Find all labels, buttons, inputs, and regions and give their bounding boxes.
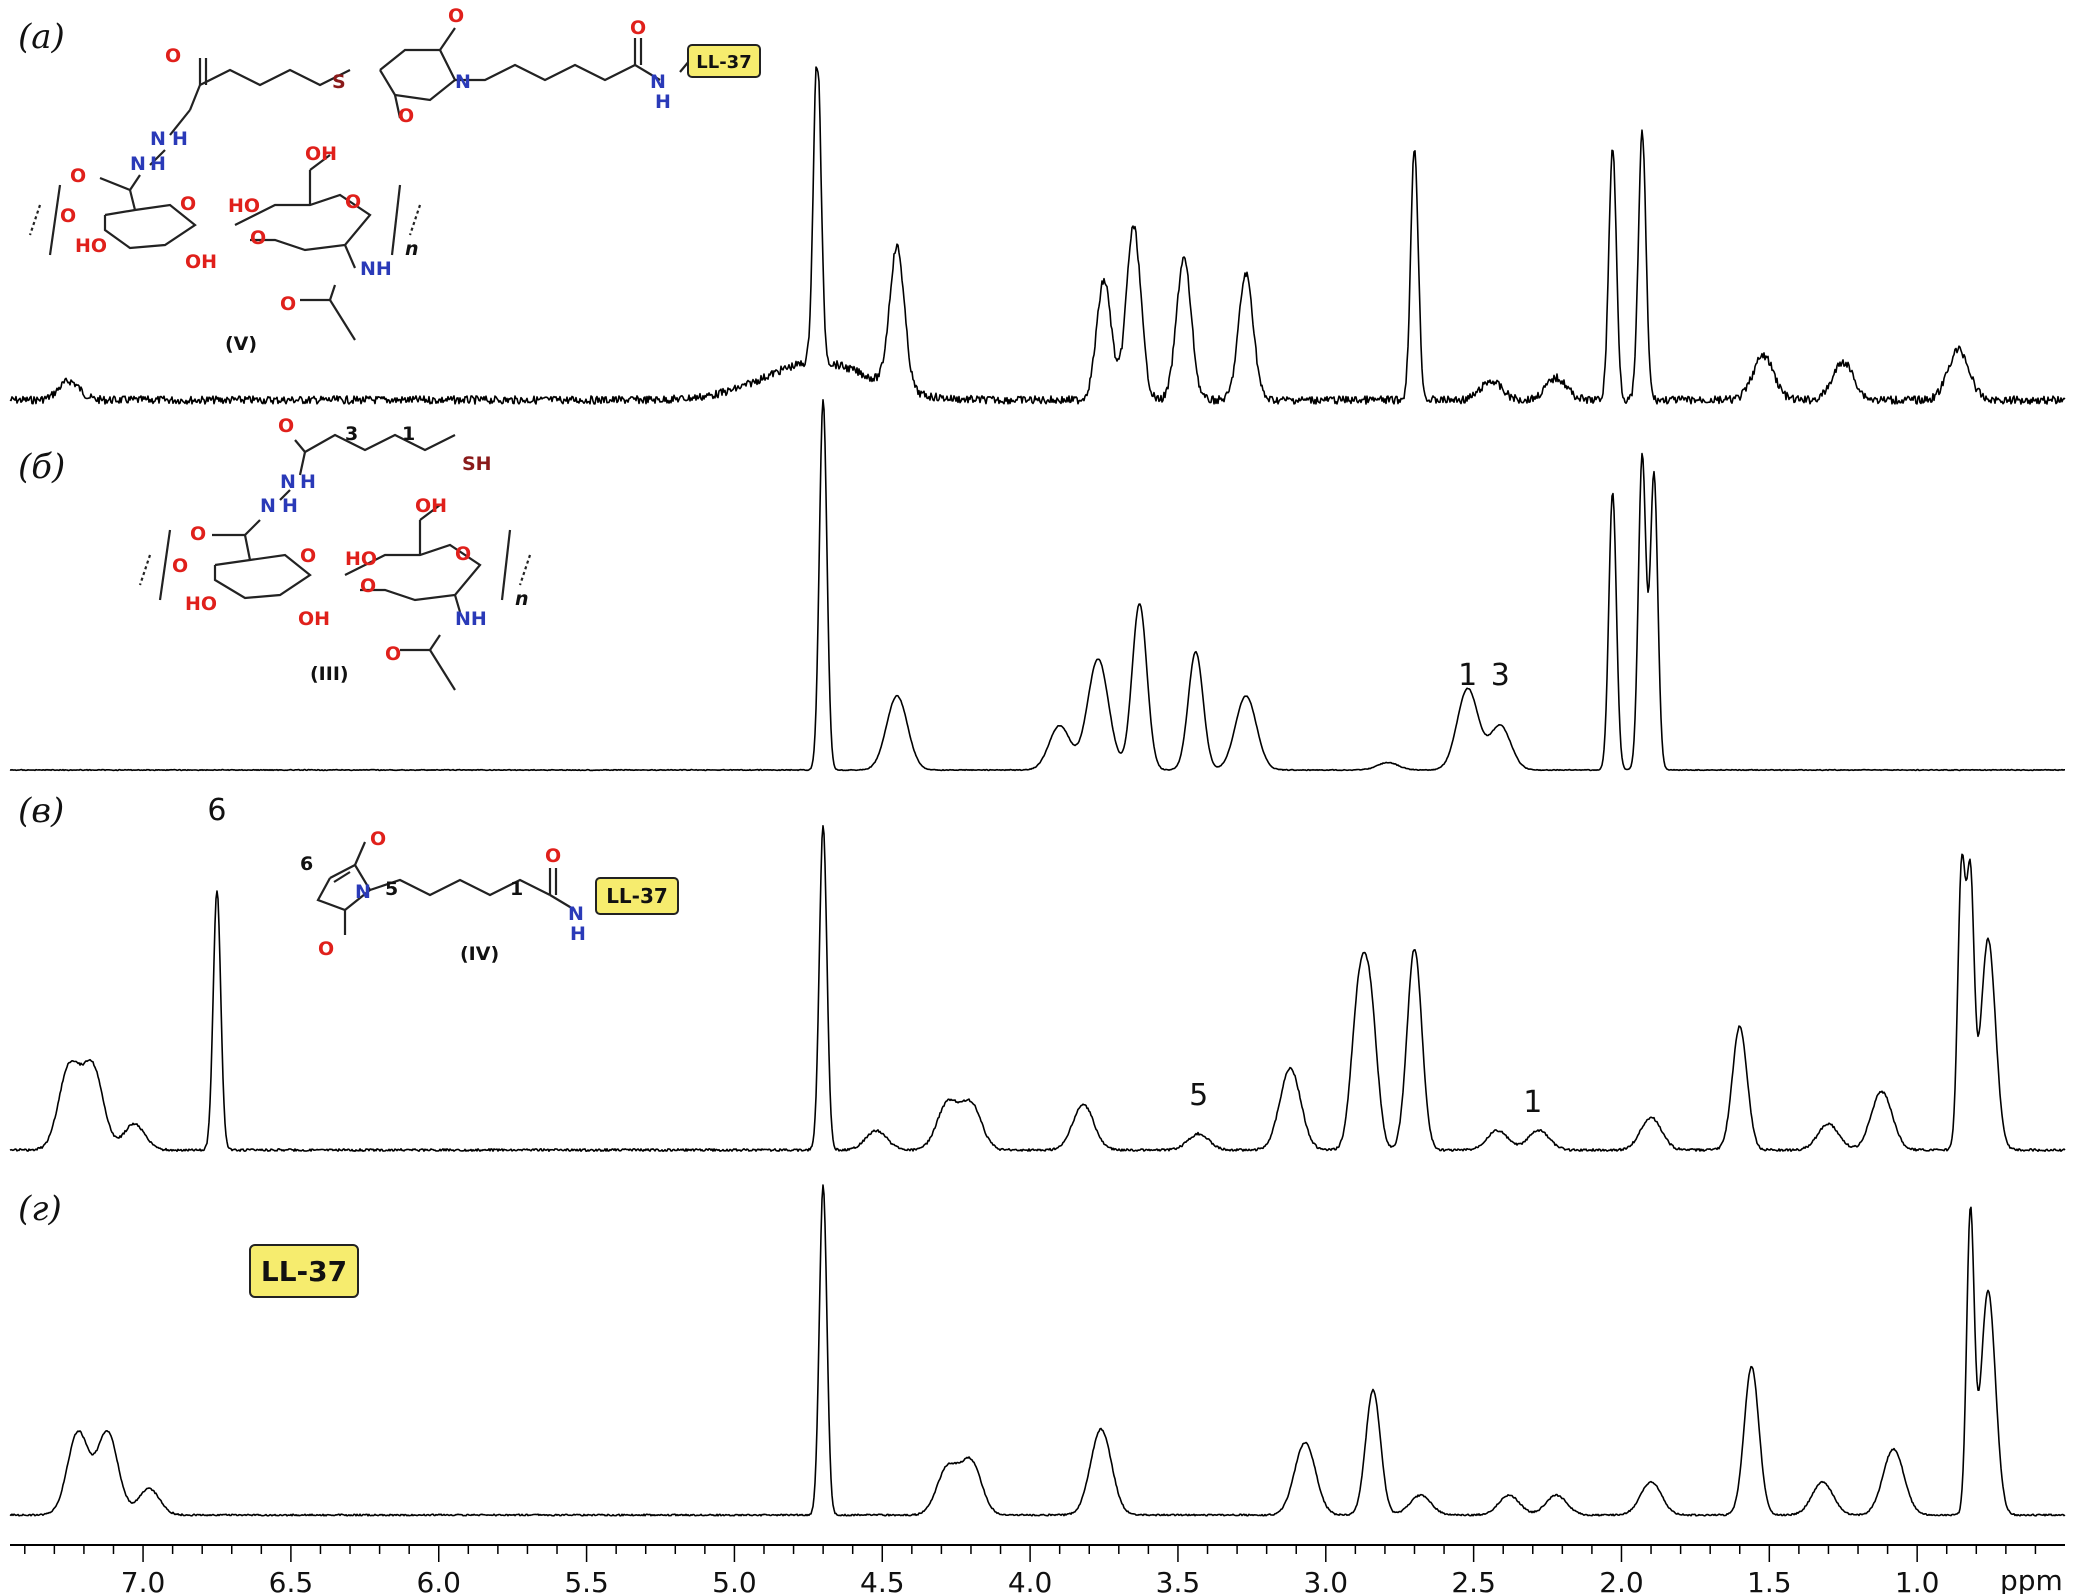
svg-text:H: H <box>300 471 316 493</box>
ll37-tag-c <box>595 877 679 915</box>
svg-text:O: O <box>165 45 181 67</box>
svg-text:O: O <box>370 828 386 850</box>
svg-text:O: O <box>448 5 464 27</box>
svg-text:N: N <box>650 71 666 93</box>
svg-text:O: O <box>360 575 376 597</box>
svg-text:N: N <box>280 471 296 493</box>
x-axis-ticks: 7.0 6.5 6.0 5.5 5.0 4.5 4.0 3.5 3.0 2.5 2.0 1.5 1.0 <box>24 1545 2037 1594</box>
svg-text:S: S <box>332 71 346 93</box>
svg-text:O: O <box>630 17 646 39</box>
x-axis-unit: ppm <box>2000 1564 2063 1594</box>
svg-text:O: O <box>455 543 471 565</box>
svg-text:6: 6 <box>300 853 313 875</box>
structure-a: O S O N O O N H N H N H O OH O HO O O HO… <box>28 5 761 355</box>
svg-text:n: n <box>405 238 419 260</box>
x-tick-label: 1.0 <box>1895 1566 1940 1594</box>
x-tick-label: 1.5 <box>1747 1566 1792 1594</box>
svg-text:O: O <box>70 165 86 187</box>
svg-text:O: O <box>300 545 316 567</box>
svg-text:N: N <box>150 128 166 150</box>
svg-text:OH: OH <box>305 143 337 165</box>
svg-text:OH: OH <box>185 251 217 273</box>
svg-text:H: H <box>150 153 166 175</box>
ll37-tag-d-label: LL-37 <box>261 1255 347 1288</box>
x-tick-label: 2.5 <box>1451 1566 1496 1594</box>
svg-text:O: O <box>278 415 294 437</box>
ll37-tag-a <box>687 44 761 78</box>
x-tick-label: 7.0 <box>121 1566 166 1594</box>
ll37-tag-a-label: LL-37 <box>696 52 751 73</box>
svg-text:O: O <box>172 555 188 577</box>
svg-text:O: O <box>250 227 266 249</box>
svg-text:SH: SH <box>462 453 492 475</box>
svg-text:HO: HO <box>185 593 217 615</box>
spectra <box>9 66 2066 1517</box>
svg-text:HO: HO <box>228 195 260 217</box>
svg-text:n: n <box>515 588 529 610</box>
svg-text:H: H <box>282 495 298 517</box>
peak-label-1-1: 3 <box>1491 658 1510 693</box>
svg-text:O: O <box>180 193 196 215</box>
x-tick-label: 6.0 <box>416 1566 461 1594</box>
x-tick-label: 4.5 <box>860 1566 905 1594</box>
structure-c: O 6 N 5 1 O O N H (IV) LL-37 <box>300 828 679 965</box>
svg-text:N: N <box>130 153 146 175</box>
svg-text:5: 5 <box>385 878 398 900</box>
svg-text:OH: OH <box>298 608 330 630</box>
svg-text:H: H <box>172 128 188 150</box>
ll37-tag-c-label: LL-37 <box>606 884 668 908</box>
structure-b: O 3 1 SH N H N H O OH O HO O O HO OH O N… <box>138 415 532 691</box>
svg-text:3: 3 <box>345 423 358 445</box>
peak-labels: 1 365 1 <box>207 658 1542 1120</box>
x-tick-label: 4.0 <box>1008 1566 1053 1594</box>
svg-text:O: O <box>398 105 414 127</box>
svg-text:HO: HO <box>345 548 377 570</box>
svg-text:NH: NH <box>360 258 392 280</box>
ll37-tag-d <box>249 1244 359 1298</box>
peak-label-1-0: 1 <box>1458 658 1477 693</box>
panel-label-b: (б) <box>18 447 65 487</box>
svg-text:1: 1 <box>402 423 415 445</box>
svg-text:N: N <box>355 881 371 903</box>
svg-text:OH: OH <box>415 495 447 517</box>
svg-text:O: O <box>190 523 206 545</box>
panel-label-a: (а) <box>18 17 65 57</box>
peak-label-2-0: 6 <box>207 793 226 828</box>
structure-d: LL-37 <box>249 1244 359 1298</box>
svg-text:O: O <box>345 191 361 213</box>
x-tick-label: 5.0 <box>712 1566 757 1594</box>
compound-label-a: (V) <box>225 333 257 355</box>
x-tick-label: 5.5 <box>564 1566 609 1594</box>
svg-text:HO: HO <box>75 235 107 257</box>
svg-text:O: O <box>60 205 76 227</box>
panel-label-c: (в) <box>18 791 64 831</box>
compound-label-c: (IV) <box>460 943 499 965</box>
x-tick-label: 6.5 <box>269 1566 314 1594</box>
x-tick-label: 3.5 <box>1156 1566 1201 1594</box>
svg-text:NH: NH <box>455 608 487 630</box>
spectrum-a-trace <box>9 66 2066 405</box>
svg-text:H: H <box>655 91 671 113</box>
svg-text:O: O <box>318 938 334 960</box>
peak-label-2-2: 1 <box>1523 1085 1542 1120</box>
spectrum-d-trace <box>9 1184 2066 1517</box>
svg-text:N: N <box>568 903 584 925</box>
x-axis: 7.0 6.5 6.0 5.5 5.0 4.5 4.0 3.5 3.0 2.5 2.0 1.5 1.0 … <box>10 1544 2065 1594</box>
peak-label-2-1: 5 <box>1189 1078 1208 1113</box>
svg-text:O: O <box>385 643 401 665</box>
spectrum-b-trace <box>9 399 2065 772</box>
panel-label-d: (г) <box>18 1189 62 1229</box>
compound-label-b: (III) <box>310 663 349 685</box>
spectrum-c-trace <box>9 825 2066 1152</box>
svg-text:N: N <box>455 71 471 93</box>
svg-text:H: H <box>570 923 586 945</box>
svg-text:O: O <box>280 293 296 315</box>
svg-text:1: 1 <box>510 878 523 900</box>
x-tick-label: 3.0 <box>1304 1566 1349 1594</box>
svg-text:O: O <box>545 845 561 867</box>
svg-text:N: N <box>260 495 276 517</box>
x-tick-label: 2.0 <box>1599 1566 1644 1594</box>
